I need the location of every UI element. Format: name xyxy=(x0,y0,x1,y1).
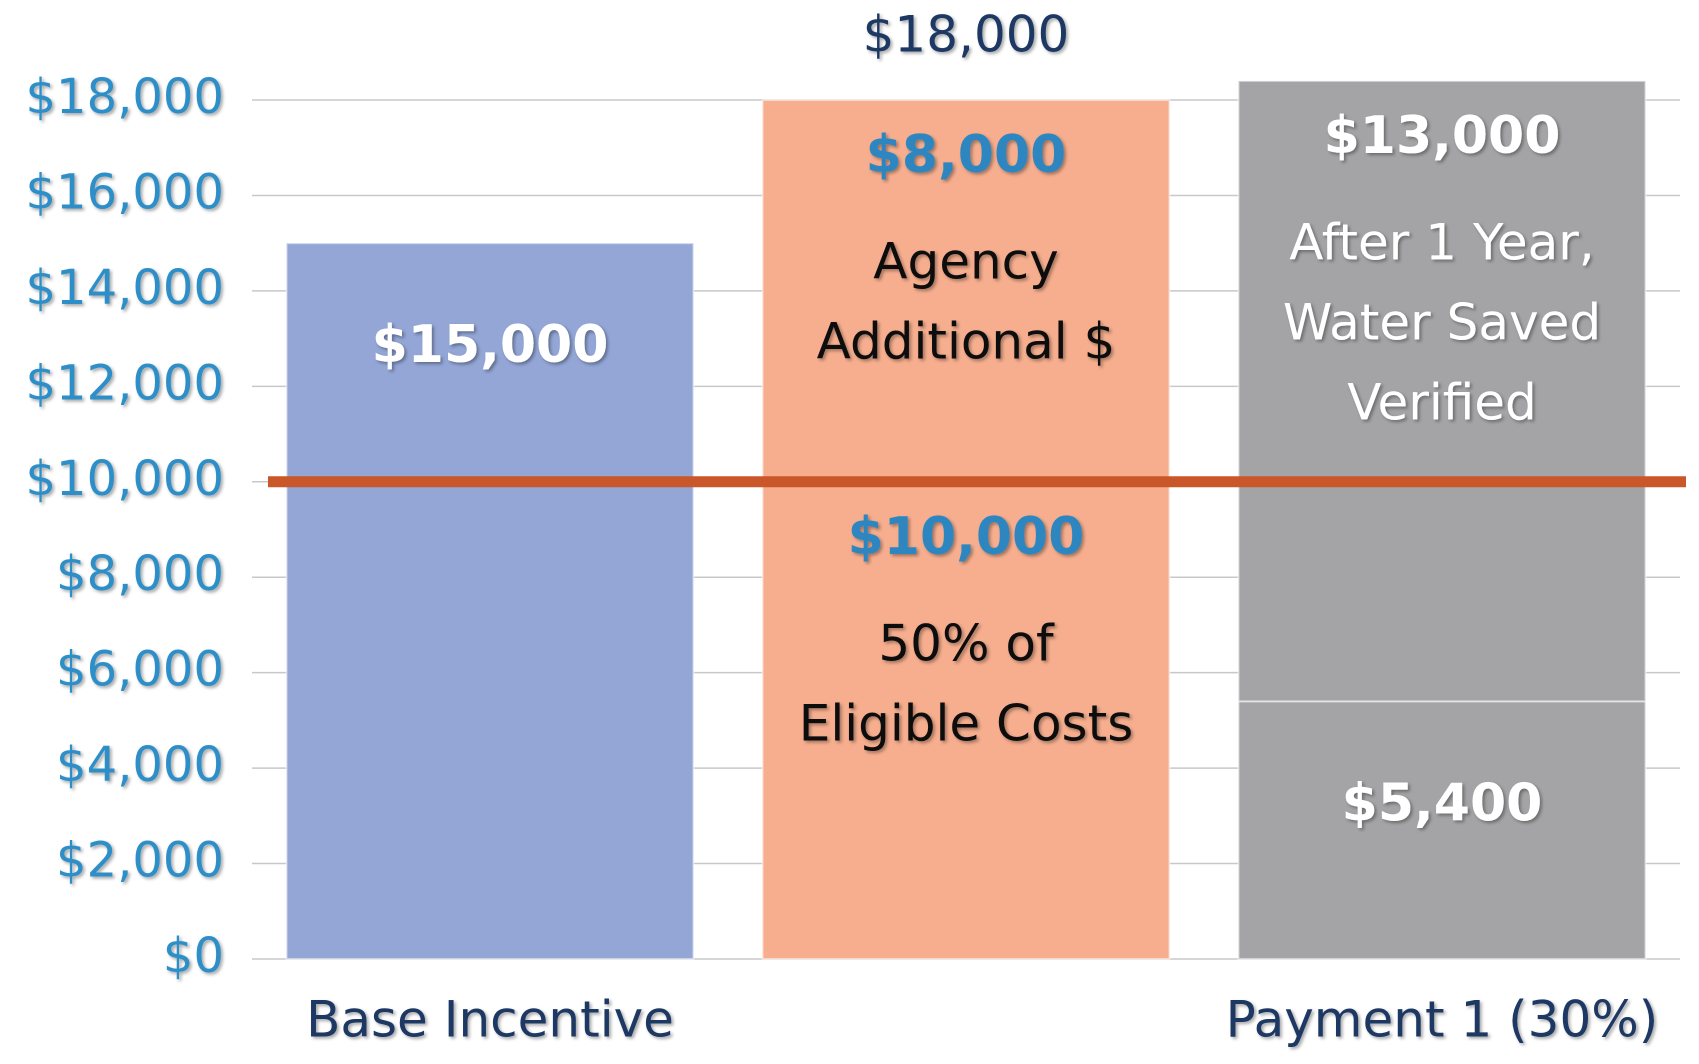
y-tick-label: $8,000 xyxy=(56,546,224,602)
data-label: $15,000 xyxy=(372,315,609,375)
bar-segment xyxy=(761,480,1171,960)
y-tick-label: $18,000 xyxy=(26,69,225,125)
segment-note: Agency xyxy=(873,233,1058,291)
segment-note: After 1 Year, xyxy=(1289,213,1594,271)
data-label: $8,000 xyxy=(866,125,1067,185)
y-tick-label: $16,000 xyxy=(26,164,225,220)
total-label: $18,000 xyxy=(863,6,1070,64)
segment-note: Water Saved xyxy=(1283,293,1601,351)
segment-note: Additional $ xyxy=(817,313,1116,371)
segment-note: Eligible Costs xyxy=(799,694,1134,752)
bar-segment xyxy=(1237,700,1647,960)
y-tick-label: $4,000 xyxy=(56,737,224,793)
data-label: $13,000 xyxy=(1324,106,1561,166)
y-tick-label: $2,000 xyxy=(56,833,224,889)
segment-note: Verified xyxy=(1347,373,1537,431)
y-tick-label: $12,000 xyxy=(26,355,225,411)
y-tick-label: $10,000 xyxy=(26,451,225,507)
bar-segment xyxy=(285,242,695,960)
segment-note: 50% of xyxy=(878,614,1055,672)
data-label: $5,400 xyxy=(1342,773,1543,833)
data-label: $10,000 xyxy=(848,507,1085,567)
y-tick-label: $0 xyxy=(163,928,224,984)
y-tick-label: $6,000 xyxy=(56,642,224,698)
bar-segment xyxy=(1237,79,1647,703)
x-tick-label: Base Incentive xyxy=(306,991,674,1049)
y-tick-label: $14,000 xyxy=(26,260,225,316)
x-tick-label: Payment 1 (30%) xyxy=(1226,991,1659,1049)
